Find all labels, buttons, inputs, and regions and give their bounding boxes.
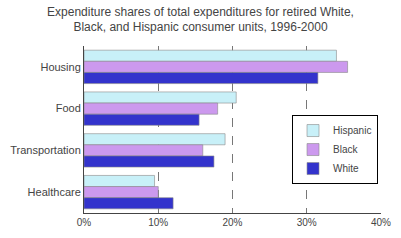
svg-text:0%: 0% [77, 217, 92, 228]
svg-text:40%: 40% [371, 217, 391, 228]
svg-text:Transportation: Transportation [10, 144, 81, 156]
svg-text:20%: 20% [222, 217, 242, 228]
svg-text:White: White [333, 163, 359, 174]
svg-text:Healthcare: Healthcare [28, 186, 81, 198]
svg-text:10%: 10% [148, 217, 168, 228]
svg-text:Black: Black [333, 144, 358, 155]
svg-text:30%: 30% [297, 217, 317, 228]
svg-text:Housing: Housing [40, 61, 80, 73]
svg-text:Food: Food [56, 102, 81, 114]
svg-text:Hispanic: Hispanic [333, 125, 371, 136]
svg-text:Expenditure shares of total ex: Expenditure shares of total expenditures… [47, 5, 354, 35]
